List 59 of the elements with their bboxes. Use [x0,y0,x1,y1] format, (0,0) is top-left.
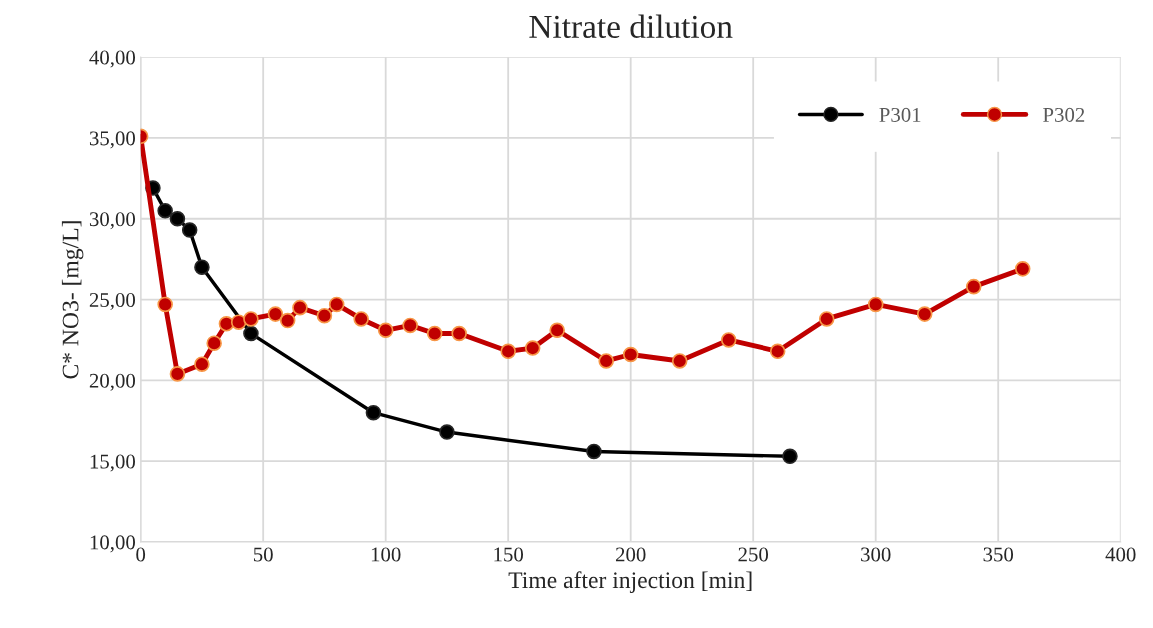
y-tick-label: 10,00 [90,535,136,553]
y-tick-label: 25,00 [89,292,136,310]
point [598,353,614,369]
point [782,448,798,465]
point [194,356,210,372]
point [230,314,247,330]
point [671,353,688,369]
point [426,325,443,342]
point [402,317,418,334]
point [194,259,210,276]
point [916,306,933,322]
point [157,296,173,313]
x-tick-label: 0 [136,547,146,562]
y-tick-label: 15,00 [90,454,136,472]
point [377,322,394,339]
point [622,346,639,363]
x-tick-label: 350 [983,547,1014,562]
point [451,325,467,342]
point [867,296,884,313]
y-axis-title: C* NO3- [mg/L] [61,221,84,379]
x-tick-label: 50 [253,547,273,562]
point [549,322,565,339]
legend-label: P302 [1043,107,1085,122]
point [279,312,296,329]
point [500,343,516,360]
x-tick-label: 200 [615,547,646,562]
y-tick-label: 35,00 [89,131,136,149]
point [206,335,222,351]
point [243,311,259,327]
point [818,311,835,327]
x-tick-label: 300 [861,547,891,562]
x-tick-label: 100 [371,547,401,562]
point [169,210,186,227]
y-tick-label: 20,00 [89,373,136,391]
point [439,424,455,440]
y-tick-label: 40,00 [89,50,136,68]
point [267,306,284,322]
point [316,307,333,324]
chart-title: Nitrate dilution [529,14,733,39]
point [720,332,737,348]
x-tick-label: 250 [738,547,769,562]
point [328,296,345,313]
point [965,278,982,295]
point [292,299,308,316]
point [169,366,186,382]
point [1014,261,1031,277]
point [524,340,541,356]
point [586,443,602,460]
x-tick-label: 150 [494,547,524,562]
point [353,311,369,327]
y-tick-label: 30,00 [89,212,136,230]
x-tick-label: 400 [1105,547,1136,562]
point [181,222,198,238]
legend-label: P301 [879,107,921,122]
point [157,202,173,219]
point [769,343,786,360]
point [243,325,259,342]
point [365,404,382,421]
x-axis-title: Time after injection [min] [508,571,752,593]
